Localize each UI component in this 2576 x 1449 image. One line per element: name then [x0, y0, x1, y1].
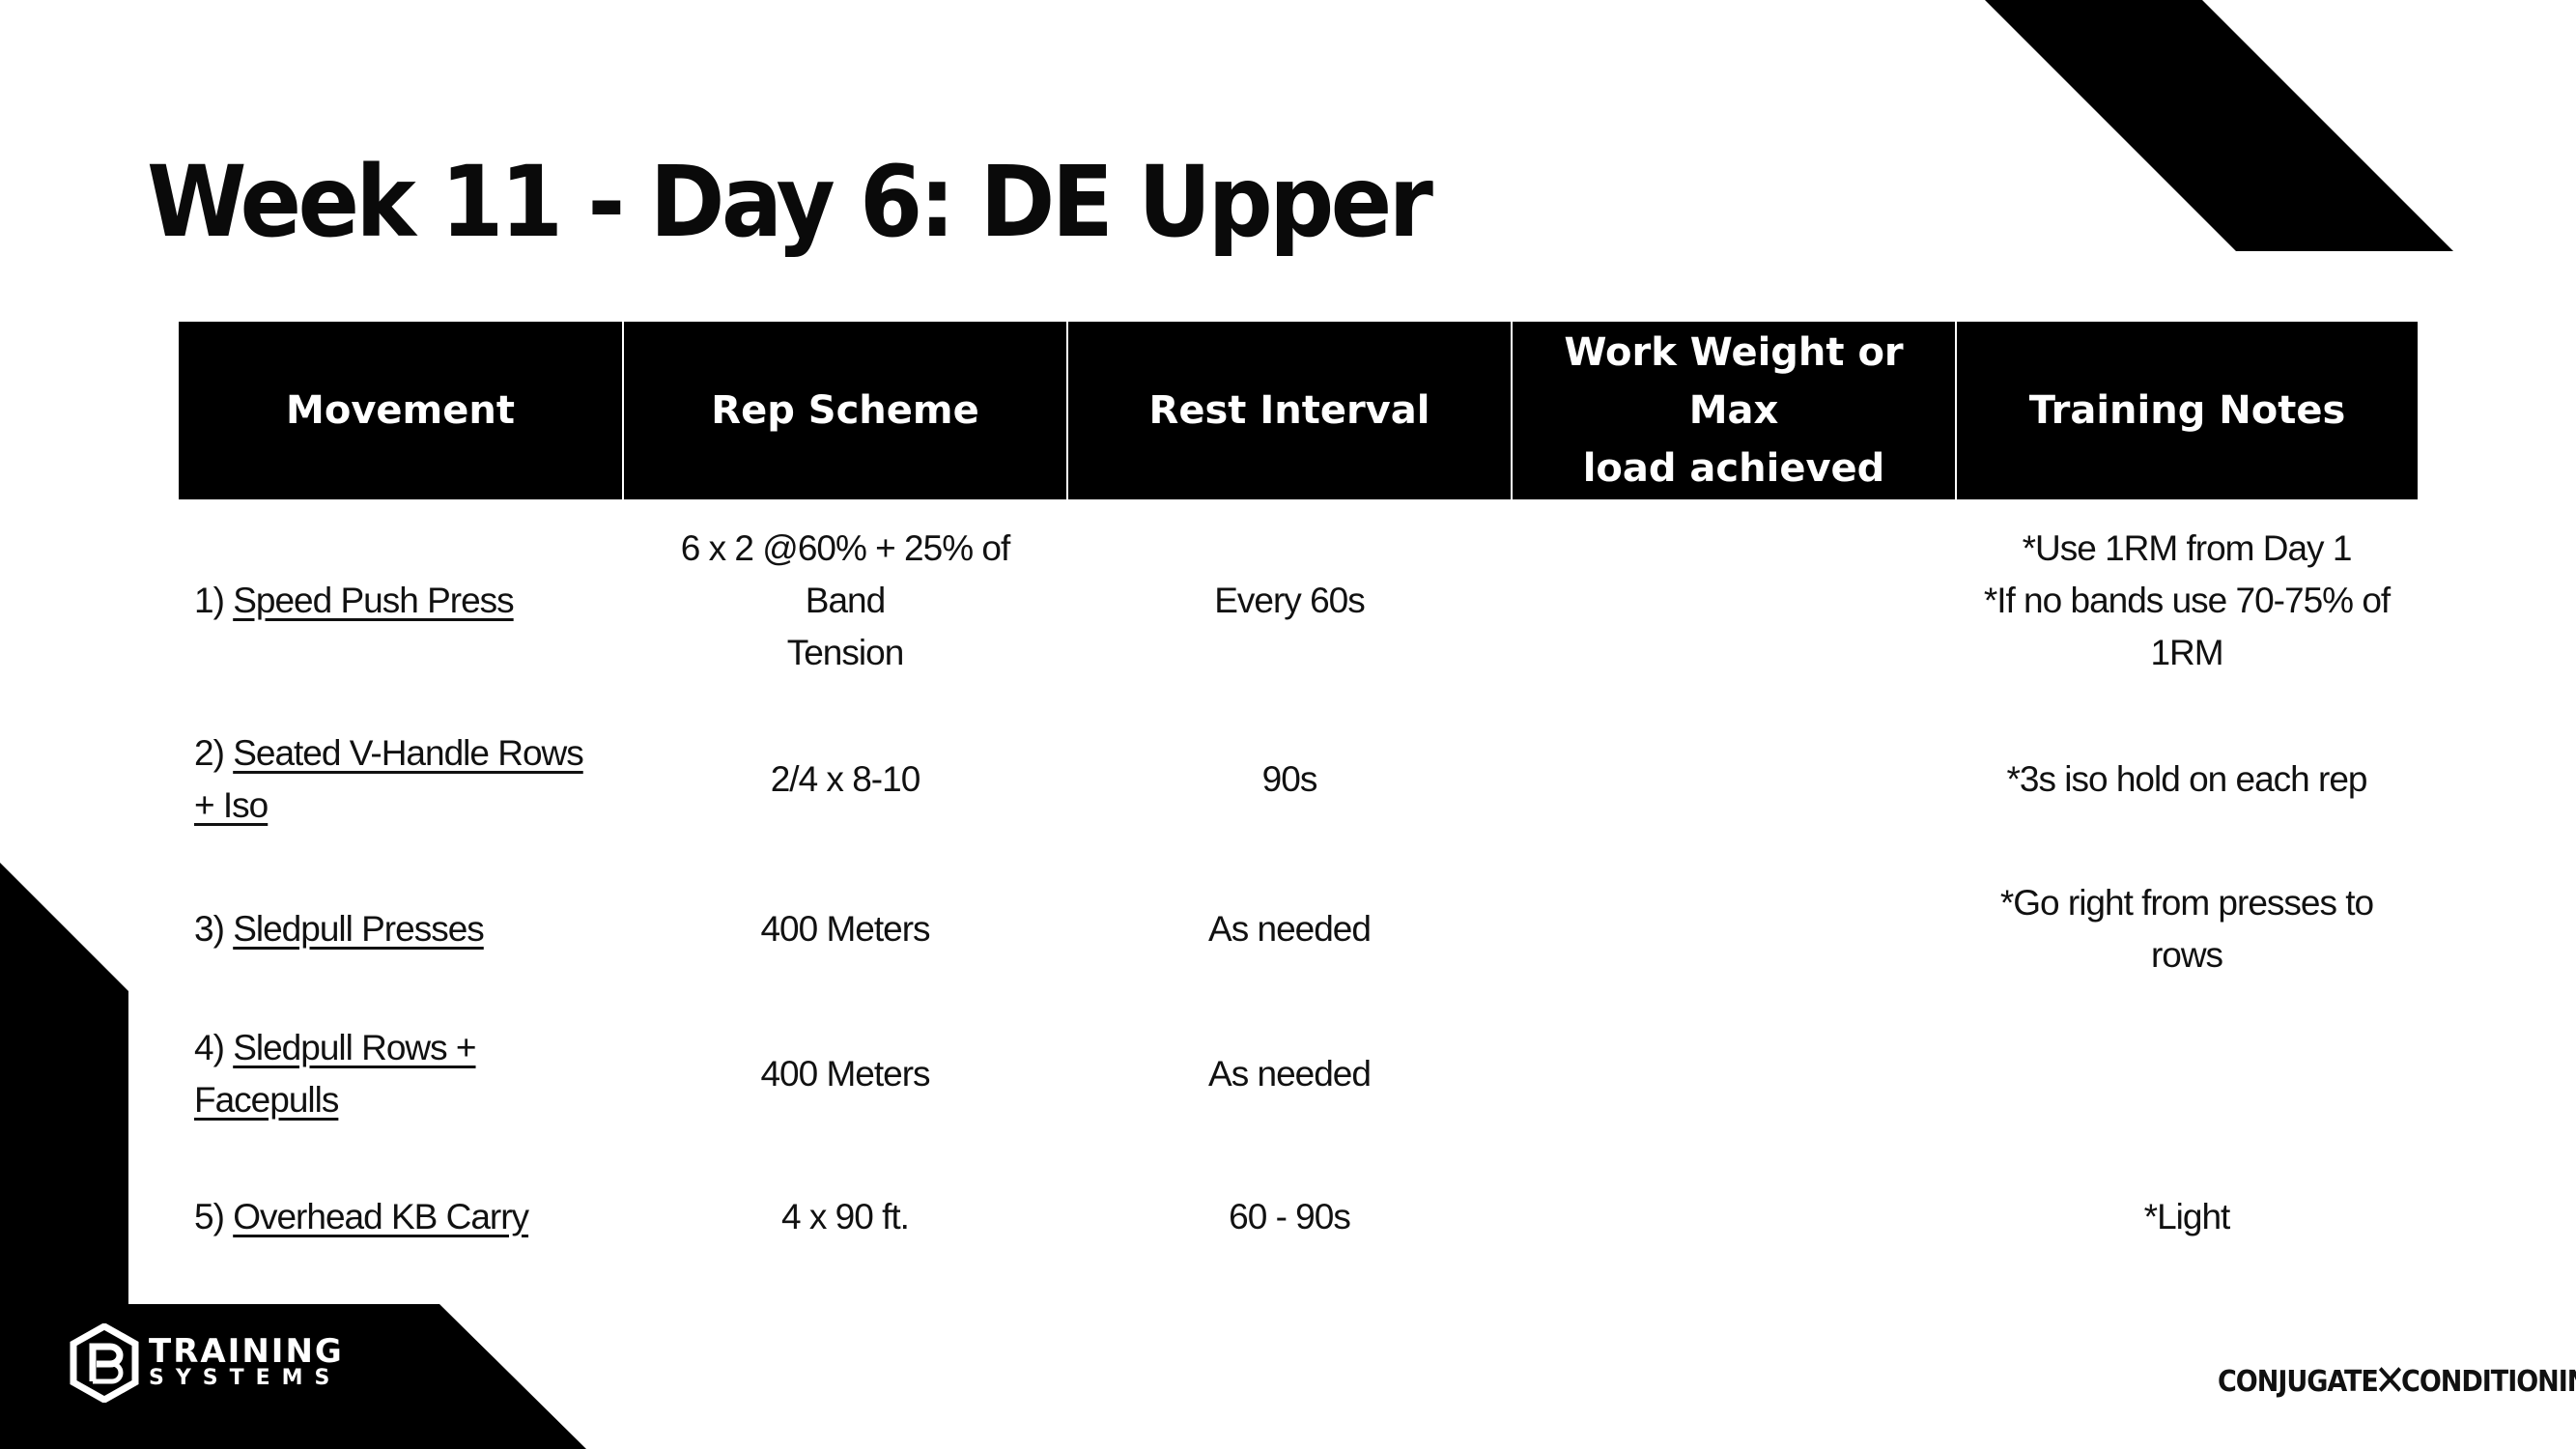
rep-scheme-cell: 400 Meters [760, 909, 930, 949]
movement-link[interactable]: Speed Push Press [233, 581, 514, 620]
row-number: 5) [194, 1197, 225, 1236]
rest-interval-cell: As needed [1208, 909, 1372, 949]
movement-link[interactable]: Sledpull Presses [233, 909, 485, 949]
training-notes-cell: *Light [2143, 1197, 2231, 1236]
movement-cell: 3) Sledpull Presses [179, 857, 623, 1002]
movement-cell: 4) Sledpull Rows + Facepulls [179, 1002, 623, 1147]
rep-scheme-cell: 6 x 2 @60% + 25% of Band Tension [623, 499, 1067, 702]
training-notes-cell: *Use 1RM from Day 1 *If no bands use 70-7… [1956, 499, 2418, 702]
header-work-weight: Work Weight or Max load achieved [1511, 322, 1956, 499]
rep-scheme-line1: 6 x 2 @60% + 25% of Band [680, 528, 1010, 620]
top-right-stripe [1985, 0, 2453, 251]
movement-cell: 5) Overhead KB Carry [179, 1147, 623, 1288]
training-notes-cell: *Go right from presses to rows [1999, 883, 2374, 975]
rest-interval-cell: 60 - 90s [1229, 1197, 1351, 1236]
table-row: 2) Seated V-Handle Rows + Iso 2/4 x 8-10… [179, 702, 2418, 857]
header-training-notes: Training Notes [1955, 322, 2418, 499]
row-number: 4) [194, 1028, 225, 1067]
row-number: 1) [194, 581, 225, 620]
table-row: 1) Speed Push Press 6 x 2 @60% + 25% of … [179, 499, 2418, 702]
brand-right-part1: CONJUGATE [2218, 1365, 2379, 1399]
training-notes-cell [1956, 1002, 2418, 1147]
movement-link[interactable]: Overhead KB Carry [233, 1197, 529, 1236]
rep-scheme-cell: 4 x 90 ft. [781, 1197, 910, 1236]
movement-link[interactable]: Sledpull Rows + Facepulls [194, 1028, 477, 1120]
pb-hexagon-logo-icon [70, 1323, 139, 1403]
work-weight-cell[interactable] [1512, 1147, 1956, 1288]
header-rest-interval: Rest Interval [1066, 322, 1512, 499]
header-work-weight-line2: load achieved [1582, 446, 1885, 491]
brand-left-line2: SYSTEMS [149, 1366, 342, 1390]
rep-scheme-cell: 400 Meters [760, 1054, 930, 1094]
header-rep-scheme: Rep Scheme [622, 322, 1067, 499]
header-movement: Movement [179, 322, 623, 499]
bottom-left-block [0, 863, 586, 1449]
table-row: 3) Sledpull Presses 400 Meters As needed… [179, 857, 2418, 1002]
rest-interval-cell: Every 60s [1214, 581, 1366, 620]
page-title: Week 11 - Day 6: DE Upper [147, 145, 1433, 260]
table-row: 4) Sledpull Rows + Facepulls 400 Meters … [179, 1002, 2418, 1147]
rest-interval-cell: As needed [1208, 1054, 1372, 1094]
crossed-x-logo-icon: ✕ [2373, 1356, 2406, 1406]
table-row: 5) Overhead KB Carry 4 x 90 ft. 60 - 90s… [179, 1147, 2418, 1288]
training-notes-cell: *3s iso hold on each rep [2006, 759, 2368, 799]
work-weight-cell[interactable] [1512, 857, 1956, 1002]
work-weight-cell[interactable] [1512, 499, 1956, 702]
workout-table: Movement Rep Scheme Rest Interval Work W… [179, 322, 2418, 1288]
row-number: 2) [194, 733, 225, 773]
brand-left-line1: TRAINING [149, 1332, 344, 1371]
note-line2: *If no bands use 70-75% of 1RM [1983, 581, 2391, 672]
header-work-weight-line1: Work Weight or Max [1564, 330, 1904, 433]
note-line1: *Use 1RM from Day 1 [2022, 528, 2353, 568]
rep-scheme-line2: Tension [786, 633, 905, 672]
movement-cell: 2) Seated V-Handle Rows + Iso [179, 702, 623, 857]
table-header-row: Movement Rep Scheme Rest Interval Work W… [179, 322, 2418, 499]
training-systems-wordmark: TRAINING SYSTEMS [149, 1332, 344, 1390]
rest-interval-cell: 90s [1261, 759, 1318, 799]
conjugate-conditioning-logo: CONJUGATE✕CONDITIONING [2218, 1352, 2576, 1406]
work-weight-cell[interactable] [1512, 702, 1956, 857]
training-systems-logo: TRAINING SYSTEMS [70, 1323, 344, 1403]
work-weight-cell[interactable] [1512, 1002, 1956, 1147]
rep-scheme-cell: 2/4 x 8-10 [770, 759, 921, 799]
row-number: 3) [194, 909, 225, 949]
movement-cell: 1) Speed Push Press [179, 499, 623, 702]
brand-right-part2: CONDITIONING [2401, 1365, 2576, 1399]
movement-link[interactable]: Seated V-Handle Rows + Iso [194, 733, 584, 825]
